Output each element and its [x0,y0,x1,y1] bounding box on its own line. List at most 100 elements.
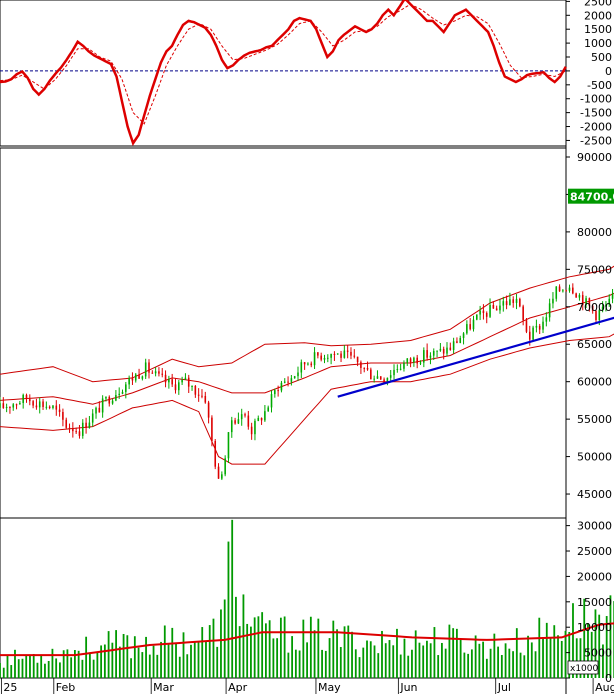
volume-bar [373,645,376,678]
candle-body [234,420,236,424]
candle-body [201,395,203,397]
volume-bar [328,638,331,678]
candle-body [432,350,435,356]
volume-bar [298,650,301,678]
candle-body [184,377,187,380]
candle-body [148,362,150,373]
volume-bar [366,640,368,678]
candle-body [601,306,604,311]
volume-bar [133,636,136,678]
candle-body [204,395,207,403]
volume-bar [145,636,147,678]
osc-tick-label-2: 1500 [584,23,612,36]
candle-body [558,286,561,292]
volume-bar [205,641,207,678]
volume-bar [441,642,443,678]
volume-bar [261,612,264,678]
candle-body [254,420,256,435]
volume-bar [276,638,279,678]
volume-bar [250,626,252,678]
volume-bar [55,658,58,678]
candle-body [264,411,266,421]
candle-body [595,310,597,321]
price-tick-label-0: 90000 [577,151,612,164]
candle-body [581,295,584,305]
candle-body [101,398,104,413]
volume-bar [216,646,219,678]
volume-bar [74,650,76,678]
candle-body [475,314,478,320]
volume-bar [381,630,383,678]
candle-body [528,331,531,340]
unit-label-box [567,660,599,675]
candle-body [151,372,154,374]
candle-body [5,407,8,409]
candle-body [25,394,28,400]
candle-body [91,413,94,423]
candle-body [121,391,124,394]
volume-bar [171,627,174,678]
volume-bar [343,626,346,678]
volume-bar [489,648,492,678]
volume-bar [542,638,544,678]
candle-body [502,301,505,306]
volume-bar [583,598,586,678]
candle-body [336,353,339,355]
x-tick-label-5: Jun [399,681,417,694]
volume-bar [463,652,466,678]
volume-bar [175,643,177,678]
candle-body [280,382,283,391]
volume-bar [538,617,541,678]
support-trendline [337,316,614,398]
volume-bar [377,653,380,678]
candle-body [568,287,571,291]
volume-unit-label: x1000 [570,664,599,674]
volume-panel [0,519,614,678]
candle-body [406,358,409,363]
candle-body [542,321,544,330]
candle-body [485,313,488,317]
volume-bar [92,659,95,678]
candle-body [482,310,485,314]
candle-body [9,407,11,409]
candle-body [2,403,5,408]
volume-bar [306,642,308,678]
osc-tick-label-3: 1000 [584,37,612,50]
volume-bar [167,644,170,678]
volume-bar [32,653,35,678]
volume-bar [201,627,204,678]
volume-bar [545,622,548,678]
candle-body [283,381,286,383]
candle-body [224,458,226,475]
candle-body [221,474,223,479]
volume-bar [246,623,249,678]
candle-body [373,378,375,380]
volume-bar [130,658,132,678]
candle-body [72,428,74,432]
candle-body [426,350,428,358]
volume-bar [493,633,496,678]
volume-bar [590,631,593,678]
candle-body [572,287,574,294]
volume-bar [549,637,552,678]
volume-bar [103,644,106,678]
volume-bar [448,624,451,678]
volume-bar [497,646,499,678]
volume-bar [81,659,84,678]
osc-tick-label-7: -1000 [580,93,612,106]
candle-body [247,415,250,427]
volume-bar [137,647,140,678]
candle-body [52,405,54,409]
candle-body [363,367,366,369]
volume-bar [62,650,65,678]
volume-bar [227,541,230,678]
candle-body [307,363,309,365]
volume-bar [579,638,582,678]
oscillator-series-oscillator [0,0,567,147]
candle-body [98,407,101,413]
volume-bar [418,642,421,678]
volume-bar [264,623,267,678]
osc-tick-label-9: -2000 [580,121,612,134]
volume-bar [452,628,455,678]
volume-bar [602,644,604,678]
